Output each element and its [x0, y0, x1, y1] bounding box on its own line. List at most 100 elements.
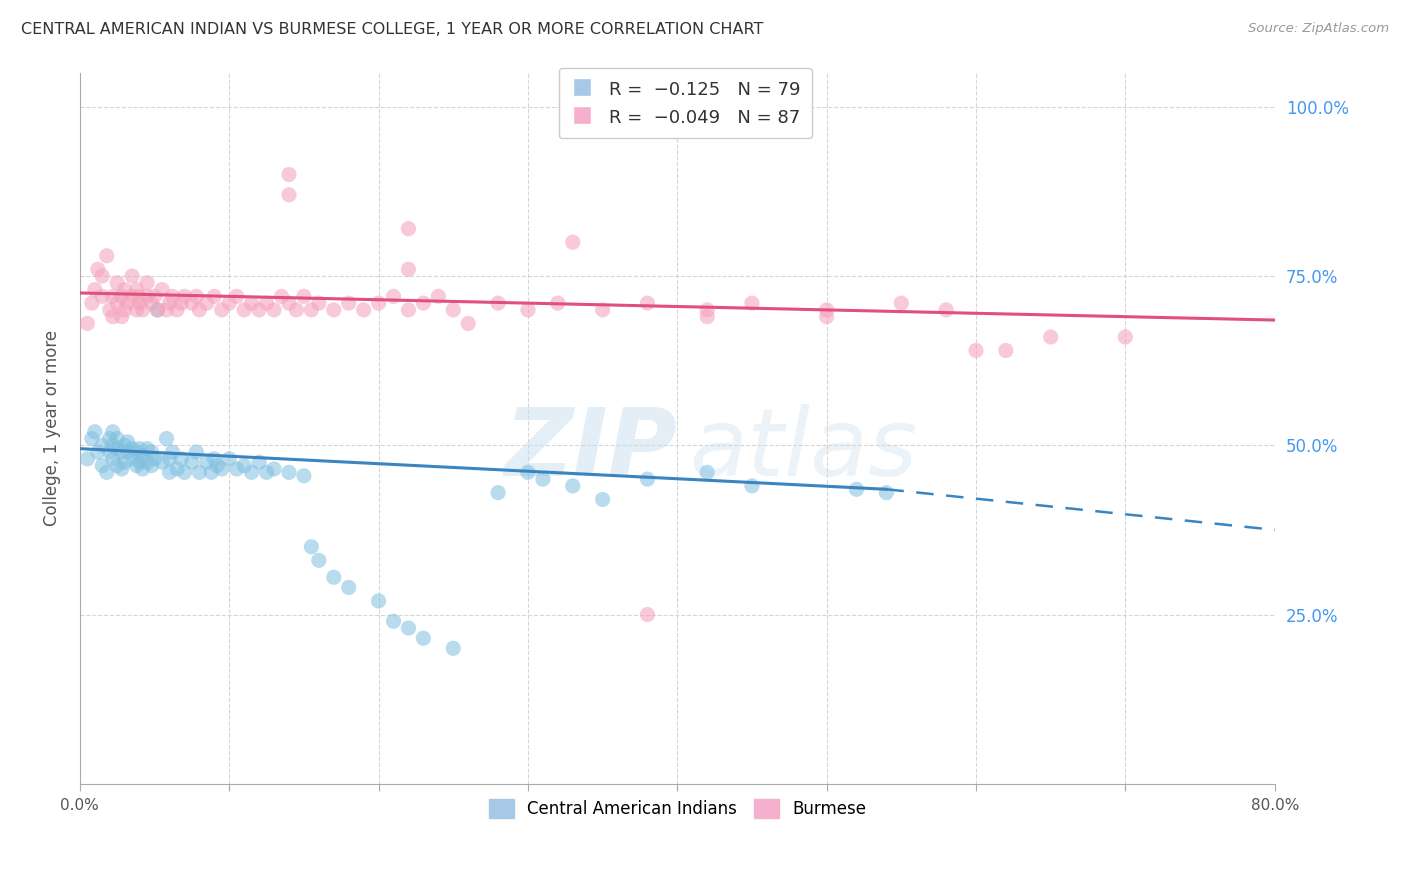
Point: [105, 458, 128, 473]
Point: [211, 302, 233, 317]
Point: [278, 296, 301, 310]
Point: [105, 296, 128, 310]
Point: [441, 302, 464, 317]
Point: [207, 458, 229, 473]
Point: [202, 289, 225, 303]
Point: [202, 451, 225, 466]
Point: [91, 289, 114, 303]
Legend: Central American Indians, Burmese: Central American Indians, Burmese: [482, 793, 873, 825]
Point: [486, 485, 509, 500]
Point: [696, 302, 718, 317]
Point: [337, 581, 360, 595]
Point: [159, 466, 181, 480]
Point: [128, 289, 150, 303]
Point: [96, 466, 118, 480]
Point: [128, 296, 150, 310]
Point: [121, 451, 143, 466]
Point: [111, 310, 134, 324]
Point: [200, 466, 222, 480]
Point: [186, 445, 208, 459]
Point: [263, 462, 285, 476]
Point: [636, 607, 658, 622]
Point: [87, 445, 110, 459]
Point: [741, 479, 763, 493]
Point: [159, 451, 181, 466]
Point: [561, 235, 583, 250]
Point: [180, 455, 202, 469]
Point: [636, 296, 658, 310]
Point: [105, 432, 128, 446]
Point: [170, 451, 193, 466]
Point: [114, 455, 136, 469]
Point: [121, 289, 143, 303]
Point: [98, 432, 121, 446]
Point: [398, 302, 420, 317]
Point: [125, 283, 148, 297]
Point: [136, 442, 159, 456]
Point: [247, 302, 270, 317]
Point: [80, 432, 103, 446]
Point: [150, 455, 173, 469]
Point: [96, 249, 118, 263]
Point: [547, 296, 569, 310]
Point: [256, 296, 278, 310]
Point: [531, 472, 554, 486]
Point: [337, 296, 360, 310]
Text: Source: ZipAtlas.com: Source: ZipAtlas.com: [1249, 22, 1389, 36]
Point: [741, 296, 763, 310]
Point: [98, 302, 121, 317]
Point: [143, 451, 166, 466]
Point: [105, 276, 128, 290]
Point: [292, 468, 315, 483]
Point: [382, 289, 405, 303]
Point: [114, 302, 136, 317]
Point: [111, 462, 134, 476]
Point: [240, 296, 263, 310]
Text: CENTRAL AMERICAN INDIAN VS BURMESE COLLEGE, 1 YEAR OR MORE CORRELATION CHART: CENTRAL AMERICAN INDIAN VS BURMESE COLLE…: [21, 22, 763, 37]
Point: [1039, 330, 1062, 344]
Point: [398, 262, 420, 277]
Point: [875, 485, 897, 500]
Point: [636, 472, 658, 486]
Point: [173, 466, 195, 480]
Point: [696, 310, 718, 324]
Point: [225, 462, 247, 476]
Point: [285, 302, 308, 317]
Point: [101, 310, 124, 324]
Point: [225, 289, 247, 303]
Point: [155, 302, 177, 317]
Point: [101, 451, 124, 466]
Point: [427, 289, 450, 303]
Point: [890, 296, 912, 310]
Point: [170, 296, 193, 310]
Point: [382, 614, 405, 628]
Point: [131, 302, 153, 317]
Point: [80, 296, 103, 310]
Point: [91, 268, 114, 283]
Point: [218, 296, 240, 310]
Point: [412, 296, 434, 310]
Point: [367, 296, 389, 310]
Point: [117, 296, 139, 310]
Point: [173, 289, 195, 303]
Point: [486, 296, 509, 310]
Point: [367, 594, 389, 608]
Point: [114, 283, 136, 297]
Point: [815, 302, 838, 317]
Point: [186, 289, 208, 303]
Point: [278, 187, 301, 202]
Point: [155, 432, 177, 446]
Point: [131, 462, 153, 476]
Point: [91, 458, 114, 473]
Point: [240, 466, 263, 480]
Point: [845, 483, 868, 497]
Point: [136, 276, 159, 290]
Point: [101, 425, 124, 439]
Point: [87, 262, 110, 277]
Point: [457, 317, 479, 331]
Point: [146, 302, 169, 317]
Point: [131, 449, 153, 463]
Point: [308, 553, 330, 567]
Point: [218, 451, 240, 466]
Point: [180, 296, 202, 310]
